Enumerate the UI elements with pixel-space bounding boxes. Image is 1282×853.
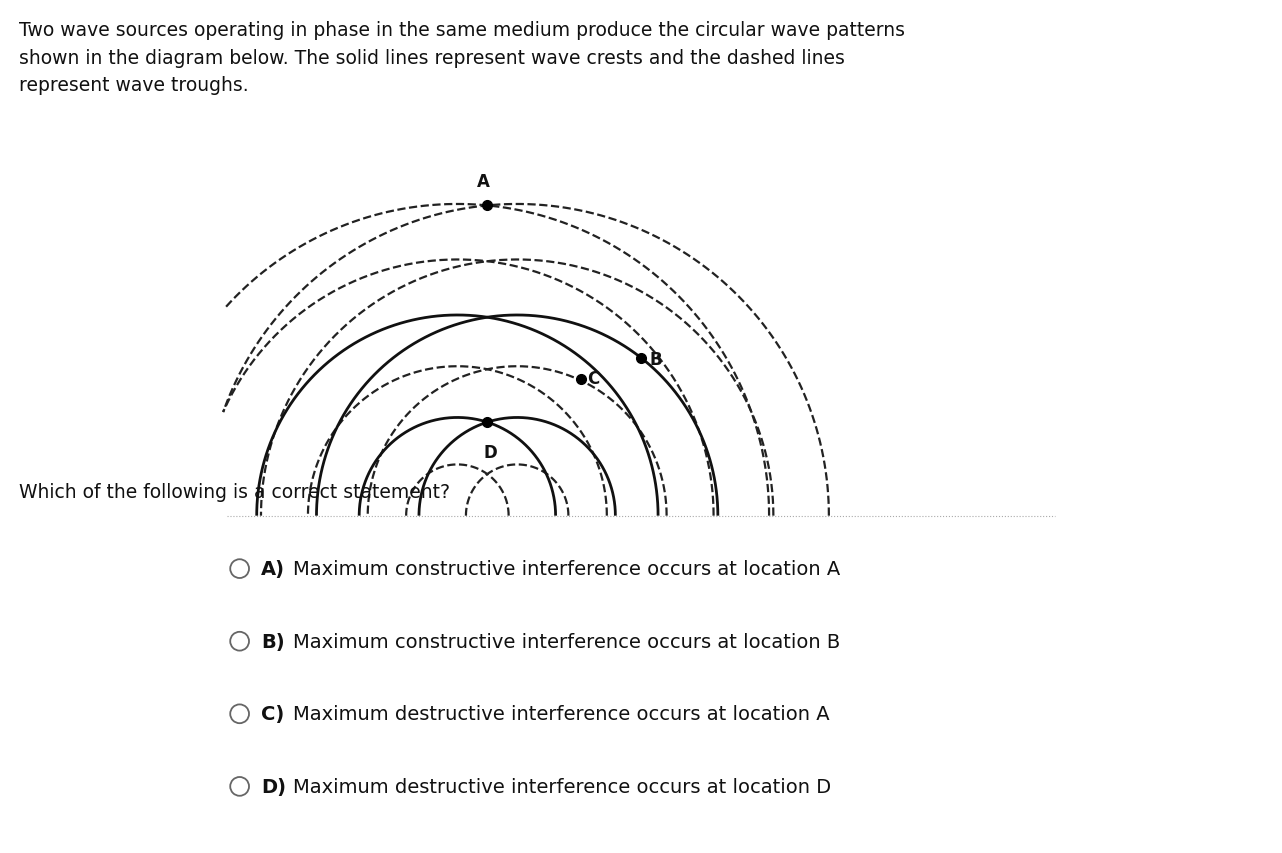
Text: A: A	[477, 173, 490, 191]
Text: C): C)	[262, 705, 285, 723]
Text: Which of the following is a correct statement?: Which of the following is a correct stat…	[19, 482, 450, 501]
Text: Maximum constructive interference occurs at location B: Maximum constructive interference occurs…	[292, 632, 840, 651]
Text: Maximum destructive interference occurs at location A: Maximum destructive interference occurs …	[292, 705, 829, 723]
Text: D): D)	[262, 777, 286, 796]
Text: B: B	[649, 351, 662, 368]
Text: Two wave sources operating in phase in the same medium produce the circular wave: Two wave sources operating in phase in t…	[19, 21, 905, 95]
Text: B): B)	[262, 632, 285, 651]
Text: Maximum constructive interference occurs at location A: Maximum constructive interference occurs…	[292, 560, 840, 578]
Text: Maximum destructive interference occurs at location D: Maximum destructive interference occurs …	[292, 777, 831, 796]
Text: C: C	[587, 369, 599, 387]
Text: A): A)	[262, 560, 285, 578]
Text: D: D	[483, 444, 496, 462]
